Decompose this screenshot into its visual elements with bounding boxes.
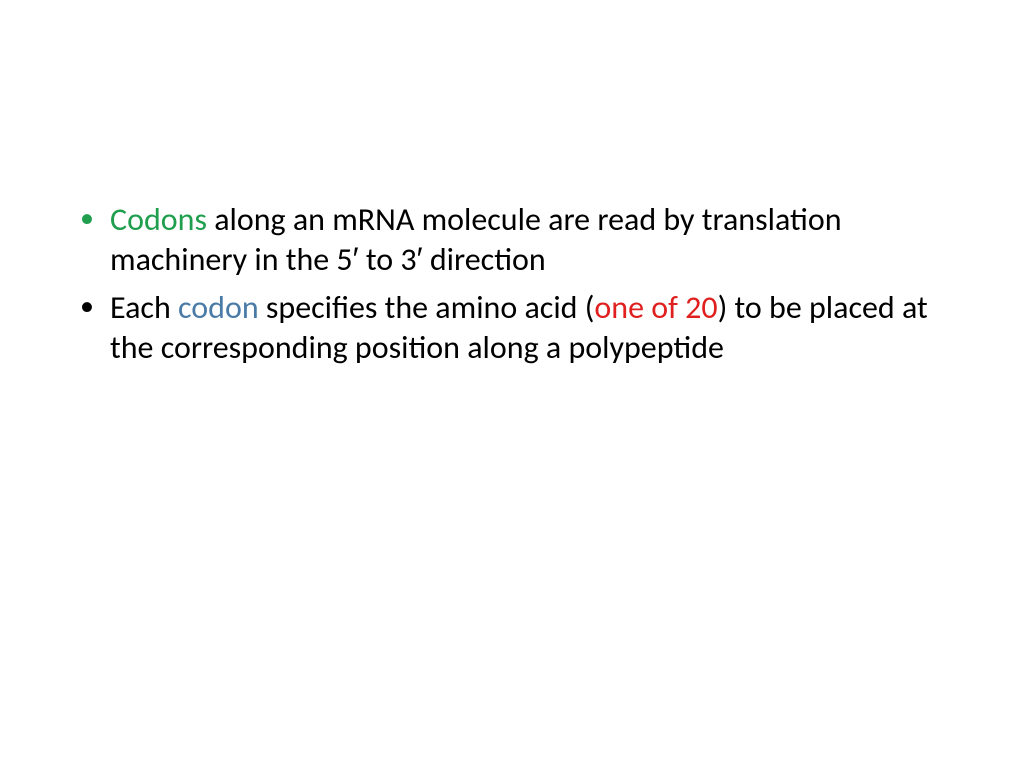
slide-body: Codons along an mRNA molecule are read b… [0,0,1024,368]
text-span: codon [178,288,266,327]
text-span: Codons [110,200,214,239]
list-item: Codons along an mRNA molecule are read b… [78,200,964,280]
text-span: one of 20 [594,288,717,327]
list-item: Each codon specifies the amino acid (one… [78,288,964,368]
bullet-list: Codons along an mRNA molecule are read b… [78,200,964,368]
text-span: Each [110,288,178,327]
text-span: specifies the amino acid ( [266,288,595,327]
text-span: along an mRNA molecule are read by trans… [110,200,842,279]
